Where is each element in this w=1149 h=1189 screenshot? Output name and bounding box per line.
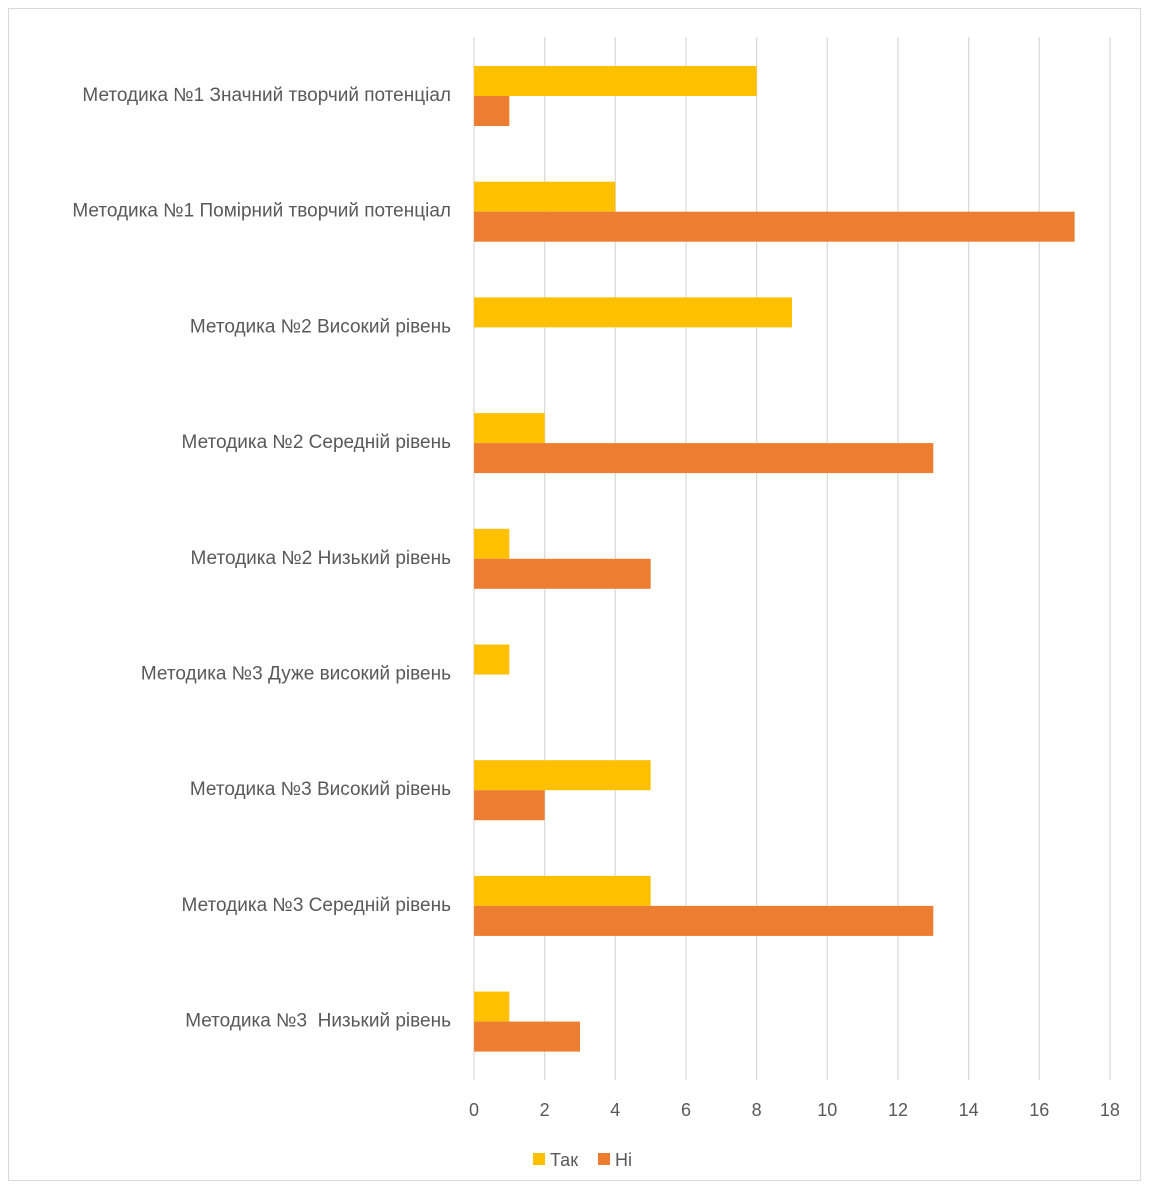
legend-label: Так — [550, 1150, 578, 1170]
legend-label: Ні — [615, 1150, 632, 1170]
legend-swatch — [598, 1153, 610, 1165]
category-label: Методика №2 Високий рівень — [190, 316, 451, 337]
bar-tak — [474, 644, 510, 675]
bar-ni — [474, 558, 651, 589]
bar-ni — [474, 905, 934, 936]
category-labels: Методика №1 Значний творчий потенціал Мет… — [72, 85, 451, 1032]
bars — [474, 66, 1075, 1052]
bar-tak — [474, 181, 616, 212]
x-tick-label: 12 — [888, 1100, 908, 1120]
category-label: Методика №1 Значний творчий потенціал — [82, 85, 451, 106]
x-axis-ticks: 0 2 4 6 8 10 12 14 16 18 — [469, 1100, 1120, 1120]
x-tick-label: 6 — [681, 1100, 691, 1120]
x-tick-label: 10 — [817, 1100, 837, 1120]
category-label: Методика №3 Високий рівень — [190, 779, 451, 800]
bar-ni — [474, 96, 510, 126]
bar-ni — [474, 443, 934, 474]
bar-tak — [474, 413, 545, 444]
category-label: Методика №3 Дуже високий рівень — [141, 664, 451, 685]
x-tick-label: 8 — [752, 1100, 762, 1120]
x-tick-label: 16 — [1029, 1100, 1049, 1120]
legend-swatch — [533, 1153, 545, 1165]
x-tick-label: 14 — [959, 1100, 979, 1120]
legend: Так Ні — [533, 1150, 632, 1170]
bar-tak — [474, 991, 510, 1022]
category-label: Методика №1 Помірний творчий потенціал — [72, 201, 451, 222]
category-label: Методика №3 Середній рівень — [182, 895, 452, 916]
x-tick-label: 4 — [610, 1100, 620, 1120]
category-label: Методика №2 Середній рівень — [182, 432, 452, 453]
bar-tak — [474, 297, 792, 328]
x-tick-label: 0 — [469, 1100, 479, 1120]
bar-ni — [474, 1021, 580, 1052]
bar-ni — [474, 211, 1075, 242]
category-label: Методика №3 Низький рівень — [185, 1011, 451, 1032]
bar-tak — [474, 528, 510, 559]
bar-tak — [474, 760, 651, 791]
x-tick-label: 2 — [540, 1100, 550, 1120]
bar-ni — [474, 790, 545, 821]
bar-tak — [474, 66, 757, 96]
bar-tak — [474, 875, 651, 906]
x-tick-label: 18 — [1100, 1100, 1120, 1120]
category-label: Методика №2 Низький рівень — [190, 548, 451, 569]
